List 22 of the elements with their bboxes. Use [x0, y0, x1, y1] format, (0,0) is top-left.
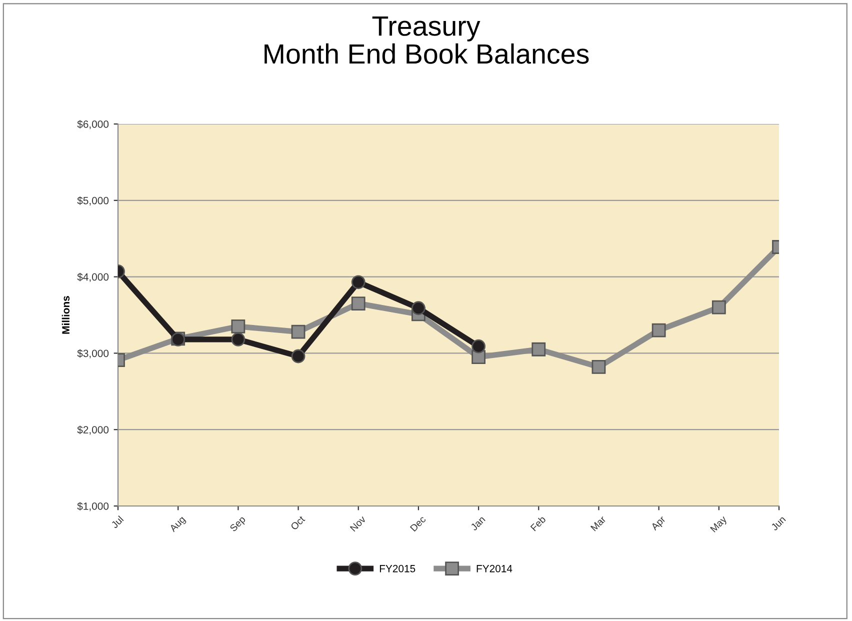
- y-tick-label: $4,000: [77, 272, 109, 282]
- x-tick-label: Feb: [530, 515, 546, 532]
- x-tick-label: Sep: [229, 515, 248, 534]
- y-tick-label: $3,000: [77, 349, 109, 358]
- legend-label: FY2014: [476, 564, 512, 572]
- x-tick-label: Nov: [350, 515, 366, 532]
- x-tick-label: Apr: [650, 515, 668, 532]
- y-tick-label: $5,000: [77, 196, 109, 206]
- y-tick-label: $6,000: [77, 120, 109, 130]
- y-tick-label: $1,000: [77, 502, 109, 512]
- legend-label: FY2015: [380, 564, 416, 572]
- x-tick-label: Jan: [470, 516, 486, 532]
- x-tick-label: May: [710, 515, 729, 534]
- x-tick-label: Jul: [110, 515, 124, 529]
- y-axis-title: Millions: [62, 296, 70, 334]
- y-tick-label: $2,000: [77, 426, 109, 435]
- x-tick-label: Dec: [410, 515, 426, 532]
- x-tick-label: Mar: [590, 515, 606, 532]
- chart-title: Treasury Month End Book Balances: [264, 16, 589, 64]
- x-tick-label: Aug: [169, 516, 187, 534]
- x-tick-label: Oct: [290, 515, 306, 530]
- x-tick-label: Jun: [770, 516, 786, 532]
